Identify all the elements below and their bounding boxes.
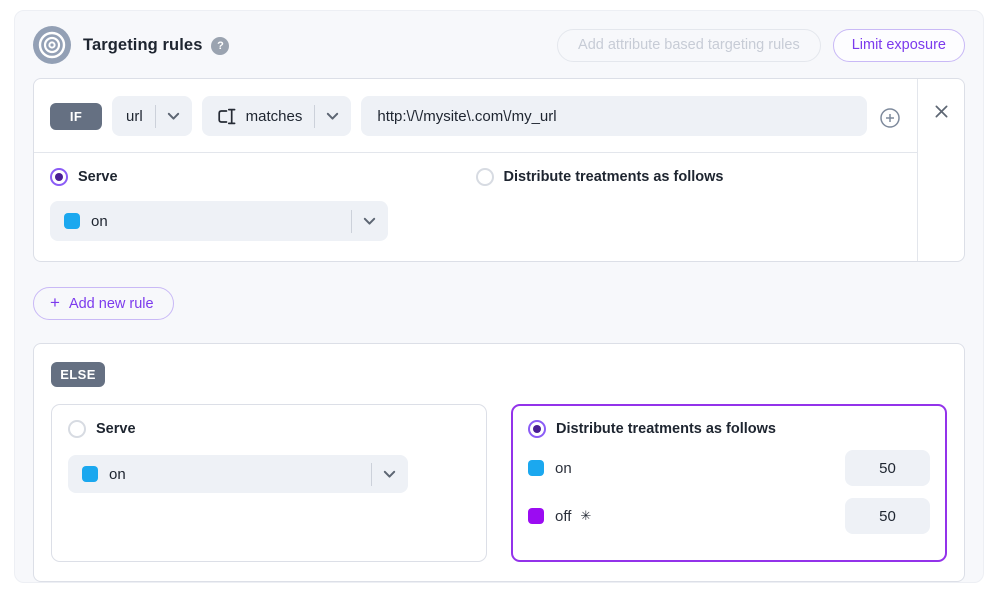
treatment-row-off: off ✳ [528, 498, 930, 534]
treatment-on-swatch [64, 213, 80, 229]
select-divider [371, 462, 372, 486]
close-icon [934, 104, 949, 119]
condition-row: IF url [34, 79, 917, 152]
plus-circle-icon [879, 108, 901, 132]
plus-icon: + [50, 293, 60, 312]
asterisk-icon: ✳ [580, 508, 592, 523]
chevron-down-icon [167, 112, 180, 121]
rule-card-side [917, 79, 964, 261]
radio-unselected-icon [475, 168, 494, 186]
else-distribute-card: Distribute treatments as follows on off … [511, 404, 947, 562]
else-distribute-radio[interactable]: Distribute treatments as follows [528, 420, 930, 438]
else-badge: ELSE [51, 362, 105, 387]
matcher-select-value: matches [245, 107, 303, 125]
else-serve-radio[interactable]: Serve [68, 420, 470, 438]
select-divider [154, 104, 156, 128]
select-divider [314, 104, 316, 128]
add-attribute-rules-button[interactable]: Add attribute based targeting rules [557, 28, 821, 62]
attribute-select-value: url [126, 107, 143, 125]
treatment-row-on: on [528, 450, 930, 486]
text-match-icon [216, 108, 239, 125]
targeting-rules-panel: Targeting rules ? Add attribute based ta… [14, 10, 984, 583]
add-condition-button[interactable] [877, 105, 903, 128]
serve-radio-label: Serve [78, 169, 118, 185]
else-serve-radio-label: Serve [96, 421, 136, 437]
treatment-name: on [555, 459, 572, 477]
else-serve-card: Serve on [51, 404, 487, 562]
chevron-down-icon [363, 217, 376, 226]
row-divider [34, 152, 917, 153]
select-divider [351, 209, 352, 233]
radio-unselected-icon [68, 420, 86, 438]
serve-section: Serve Distribute treatments as follows o… [34, 153, 917, 261]
treatment-on-swatch [82, 466, 98, 482]
treatment-on-percent-input[interactable] [845, 450, 930, 486]
treatment-select[interactable]: on [50, 201, 388, 241]
chevron-down-icon [383, 470, 396, 479]
radio-selected-icon [528, 420, 546, 438]
remove-rule-button[interactable] [932, 100, 951, 122]
attribute-select[interactable]: url [112, 96, 192, 136]
page-title: Targeting rules [83, 35, 203, 54]
matcher-select[interactable]: matches [201, 96, 352, 136]
else-card: ELSE Serve on [33, 343, 965, 582]
distribute-radio[interactable]: Distribute treatments as follows [475, 168, 724, 186]
help-icon[interactable]: ? [211, 37, 230, 55]
add-new-rule-label: Add new rule [68, 295, 154, 312]
target-icon [33, 26, 71, 64]
else-distribute-radio-label: Distribute treatments as follows [556, 421, 776, 437]
distribute-radio-label: Distribute treatments as follows [503, 169, 724, 185]
panel-header: Targeting rules ? Add attribute based ta… [33, 25, 965, 65]
serve-radio[interactable]: Serve [50, 168, 476, 186]
treatment-on-swatch [528, 460, 544, 476]
treatment-name: off [555, 507, 572, 525]
radio-selected-icon [50, 168, 68, 186]
rule-card: IF url [33, 78, 965, 262]
else-treatment-select-value: on [109, 465, 126, 483]
limit-exposure-button[interactable]: Limit exposure [832, 28, 965, 62]
treatment-select-value: on [91, 212, 108, 230]
else-treatment-select[interactable]: on [68, 455, 408, 493]
treatment-off-swatch [528, 508, 544, 524]
if-badge: IF [50, 102, 102, 130]
rule-card-main: IF url [34, 79, 917, 261]
match-value-input[interactable] [361, 96, 867, 136]
chevron-down-icon [326, 112, 339, 121]
treatment-off-percent-input[interactable] [845, 498, 930, 534]
add-new-rule-button[interactable]: + Add new rule [33, 287, 174, 320]
